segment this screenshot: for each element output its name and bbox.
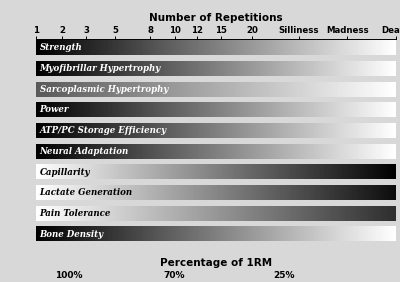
Text: ATP/PC Storage Efficiency: ATP/PC Storage Efficiency: [40, 126, 167, 135]
Text: 25%: 25%: [274, 271, 295, 280]
Text: Capillarity: Capillarity: [40, 168, 90, 177]
Text: Power: Power: [40, 105, 69, 114]
Text: 100%: 100%: [55, 271, 82, 280]
Text: Sarcoplasmic Hypertrophy: Sarcoplasmic Hypertrophy: [40, 85, 168, 94]
Text: Bone Density: Bone Density: [40, 230, 104, 239]
Text: Myofibrillar Hypertrophy: Myofibrillar Hypertrophy: [40, 64, 161, 73]
Text: 70%: 70%: [164, 271, 185, 280]
Text: Strength: Strength: [40, 43, 82, 52]
Text: Neural Adaptation: Neural Adaptation: [40, 147, 129, 156]
Text: Pain Tolerance: Pain Tolerance: [40, 209, 111, 218]
Text: Percentage of 1RM: Percentage of 1RM: [160, 258, 272, 268]
X-axis label: Number of Repetitions: Number of Repetitions: [149, 14, 283, 23]
Text: Lactate Generation: Lactate Generation: [40, 188, 133, 197]
